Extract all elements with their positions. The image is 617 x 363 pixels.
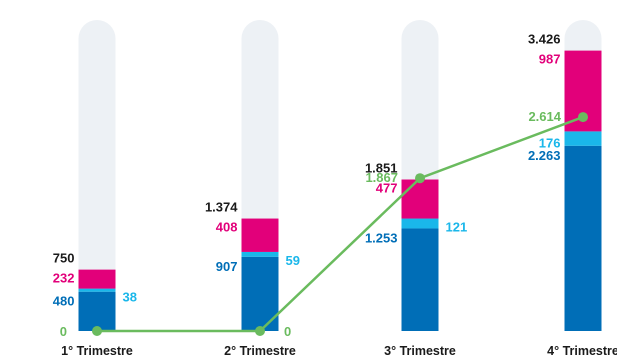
data-label-series-2: 38 [123, 290, 137, 305]
bar-segment-2 [564, 131, 602, 146]
bar-segment-3 [241, 218, 279, 252]
x-tick-label: 3° Trimestre [384, 344, 456, 358]
bar-segment-3 [401, 179, 439, 219]
line-series [97, 115, 584, 333]
data-label-series-1: 480 [53, 294, 75, 309]
background-bar [78, 20, 116, 331]
line-point [578, 112, 588, 123]
data-label-series-3: 408 [216, 220, 238, 235]
x-tick-label: 1° Trimestre [61, 344, 133, 358]
bar-segment-1 [401, 228, 439, 331]
data-label-series-1: 2.263 [528, 148, 561, 163]
data-label-series-3: 987 [539, 52, 561, 67]
line-label: 0 [60, 324, 67, 339]
data-label-series-1: 907 [216, 259, 238, 274]
total-label: 3.426 [528, 32, 561, 47]
data-label-series-2: 59 [286, 253, 300, 268]
bar-segment-3 [78, 269, 116, 289]
total-label: 750 [53, 251, 75, 266]
line-label: 2.614 [528, 109, 561, 124]
line-point [415, 173, 425, 184]
data-label-series-3: 232 [53, 271, 75, 286]
bar-segment-2 [78, 288, 116, 292]
data-label-series-3: 477 [376, 181, 398, 196]
data-label-series-2: 121 [446, 220, 468, 235]
line-point [92, 326, 102, 336]
bar-segment-2 [241, 251, 279, 257]
bar-segment-1 [564, 145, 602, 331]
bar-segment-1 [78, 291, 116, 331]
total-label: 1.851 [365, 161, 398, 176]
x-tick-label: 2° Trimestre [224, 344, 296, 358]
data-label-series-1: 1.253 [365, 230, 398, 245]
bar-segment-2 [401, 218, 439, 229]
total-label: 1.374 [205, 200, 238, 215]
x-tick-label: 4° Trimestre [547, 344, 617, 358]
line-label: 0 [284, 324, 291, 339]
data-label-series-2: 176 [539, 135, 561, 150]
line-label: 1.867 [365, 170, 398, 185]
line-point [255, 326, 265, 336]
